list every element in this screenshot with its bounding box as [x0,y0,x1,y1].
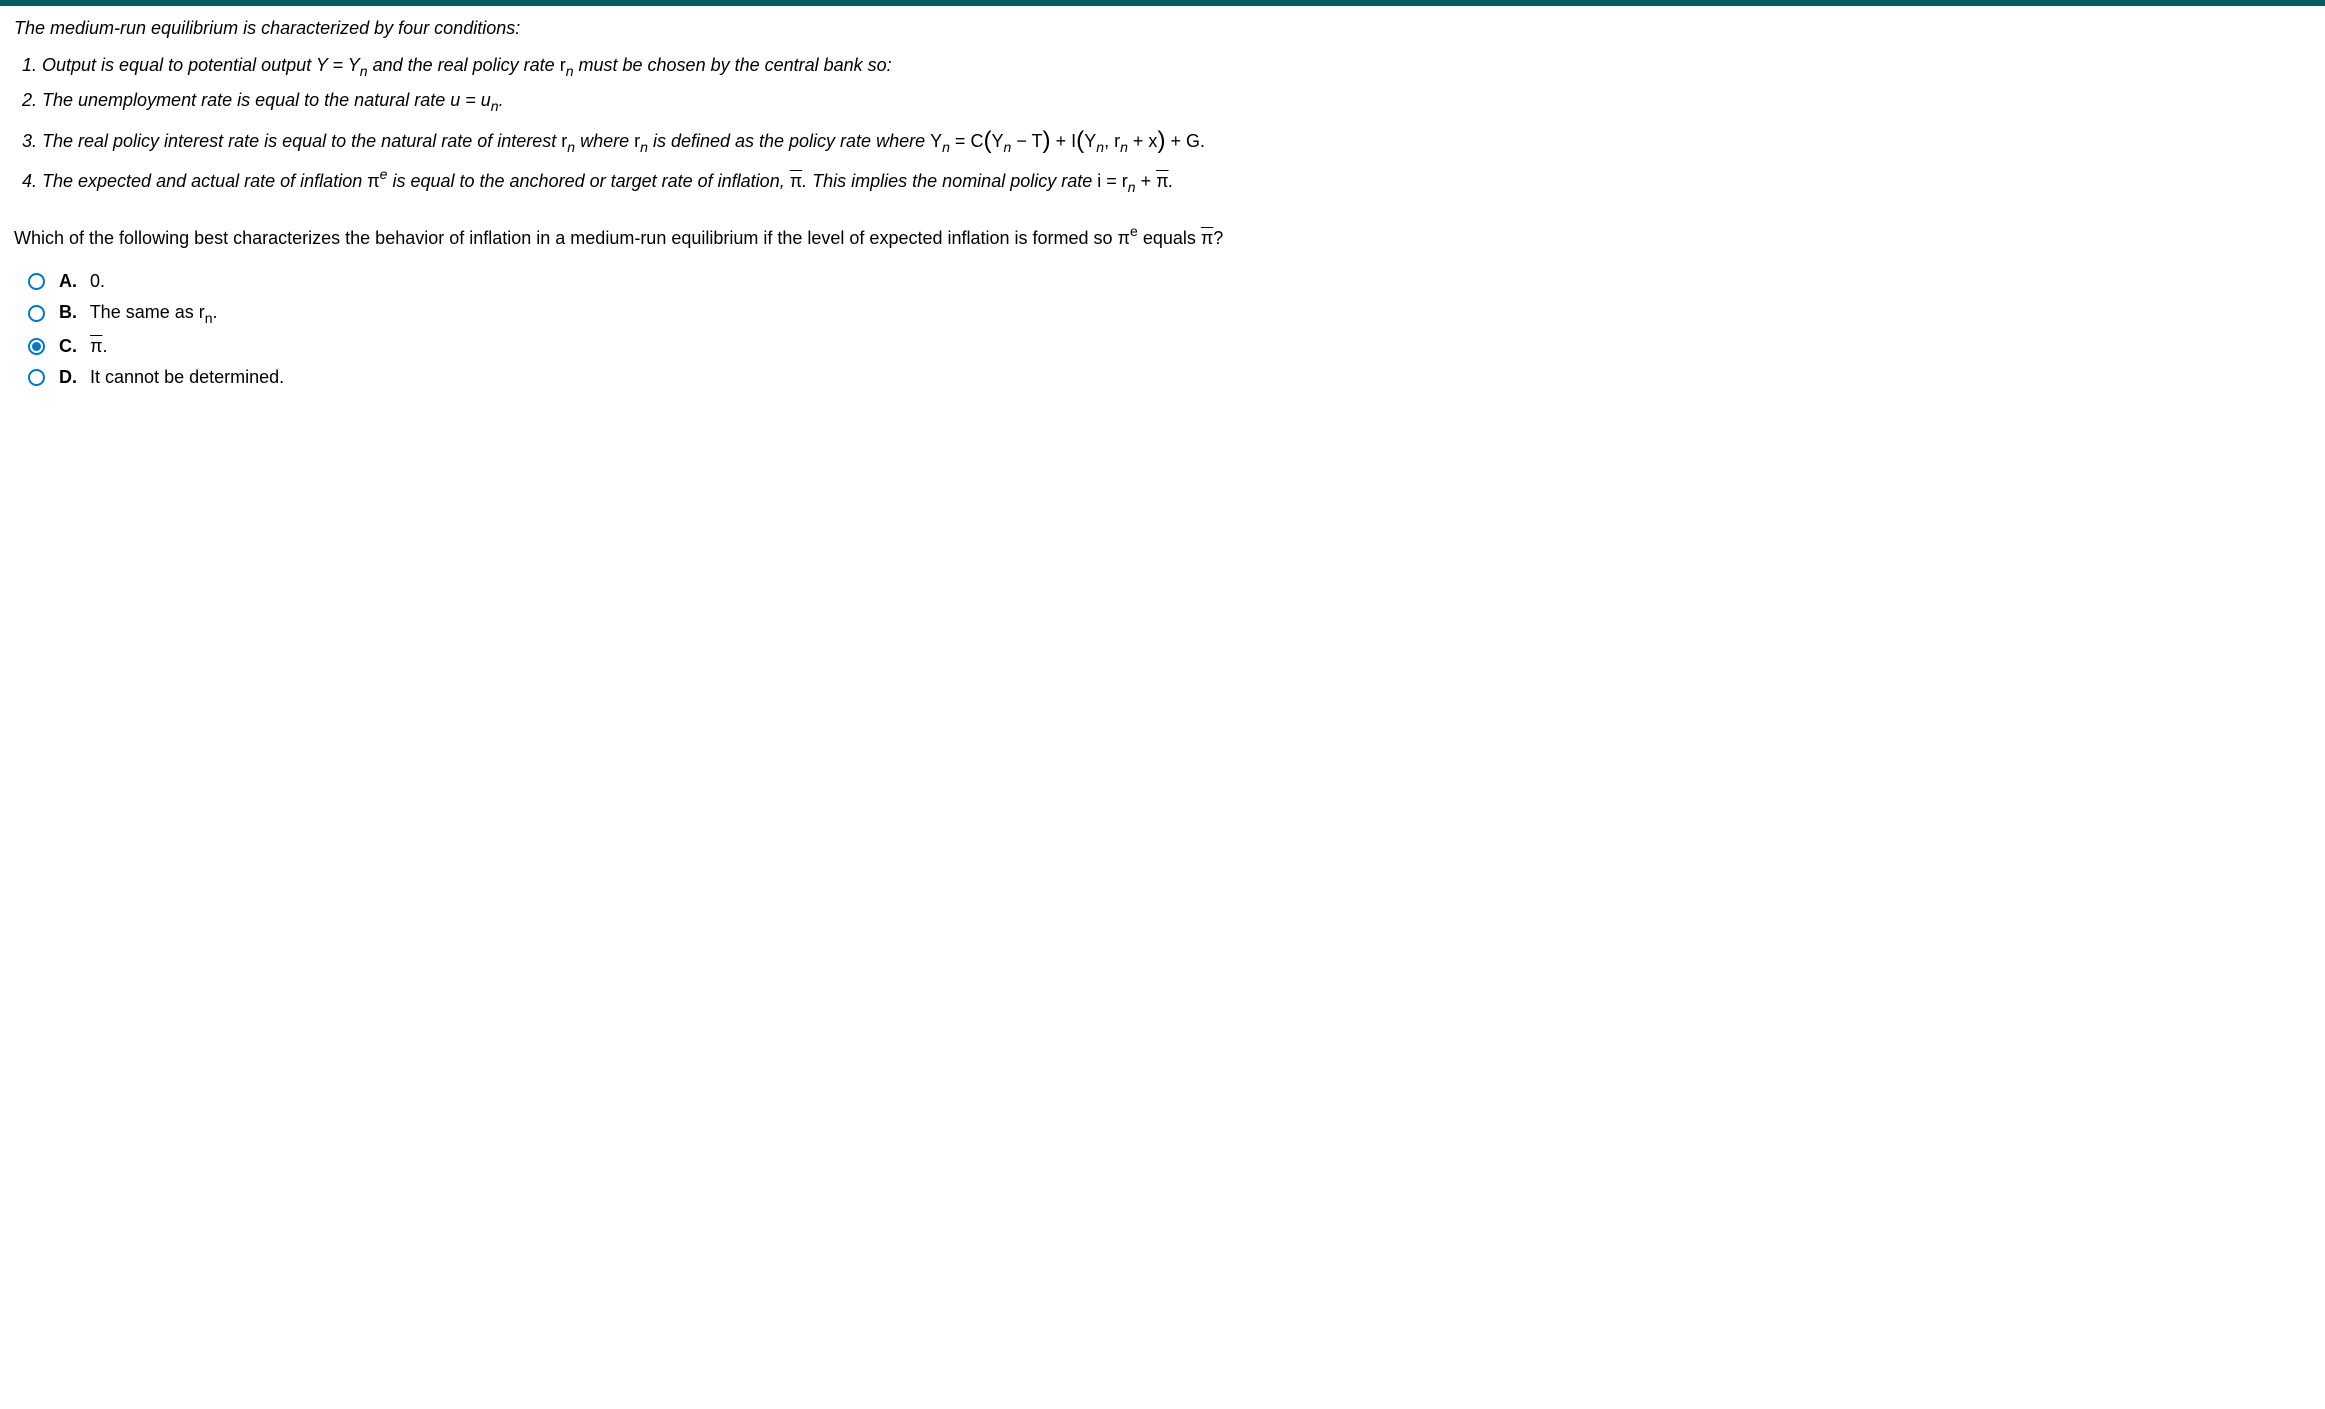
radio-c[interactable] [28,338,45,355]
question-a: Which of the following best characterize… [14,228,1118,248]
option-b[interactable]: B. The same as rn. [28,302,2311,326]
rparen: ) [1043,127,1051,154]
sub-n: n [640,139,648,155]
var-pibar: π [90,336,102,356]
cond4-text-c: . This implies the nominal policy rate [802,171,1097,191]
plusG: + G. [1166,131,1206,151]
period: . [499,90,504,110]
comma: , [1104,131,1114,151]
option-d-label: D. [59,367,77,387]
option-b-label: B. [59,302,77,322]
period: . [1169,171,1174,191]
cond4-text-b: is equal to the anchored or target rate … [387,171,789,191]
condition-1: Output is equal to potential output Y = … [42,51,2311,82]
var-r: r [560,55,566,75]
var-pibar: π [1156,171,1168,191]
intro-text: The medium-run equilibrium is characteri… [14,18,2311,39]
option-a[interactable]: A. 0. [28,271,2311,292]
minusT: − T [1011,131,1042,151]
sub-n: n [360,63,368,79]
condition-4: The expected and actual rate of inflatio… [42,164,2311,198]
conditions-list: Output is equal to potential output Y = … [14,51,2311,198]
cond1-text-a: Output is equal to potential output Y = … [42,55,360,75]
sub-n: n [567,139,575,155]
radio-b[interactable] [28,305,45,322]
question-text: Which of the following best characterize… [14,224,2311,249]
option-d[interactable]: D. It cannot be determined. [28,367,2311,388]
radio-a[interactable] [28,273,45,290]
sub-n: n [205,310,213,326]
var-pibar: π [1201,228,1213,248]
rparen: ) [1157,127,1165,154]
condition-3: The real policy interest rate is equal t… [42,121,2311,160]
lparen: ( [983,127,991,154]
sub-n: n [1004,139,1012,155]
sub-n: n [566,63,574,79]
cond2-text-a: The unemployment rate is equal to the na… [42,90,491,110]
sup-e: e [380,166,388,182]
option-c[interactable]: C. π. [28,336,2311,357]
sub-n: n [1096,139,1104,155]
sub-n: n [491,98,499,114]
answer-options: A. 0. B. The same as rn. C. π. D. It can… [14,271,2311,388]
plusx: + x [1128,131,1158,151]
condition-2: The unemployment rate is equal to the na… [42,86,2311,117]
var-Yn: Y [1084,131,1096,151]
i-eq: i = [1097,171,1122,191]
cond1-text-c: must be chosen by the central bank so: [574,55,892,75]
option-a-text: 0. [90,271,105,291]
var-r: r [199,302,205,322]
var-r: r [1122,171,1128,191]
radio-d[interactable] [28,369,45,386]
cond3-text-c: is defined as the policy rate where [648,131,930,151]
question-content: The medium-run equilibrium is characteri… [0,6,2325,388]
plus: + [1136,171,1157,191]
option-c-post: . [102,336,107,356]
option-d-text: It cannot be determined. [90,367,284,387]
lparen: ( [1076,127,1084,154]
var-pi: π [367,171,379,191]
sub-n: n [942,139,950,155]
option-b-post: . [213,302,218,322]
option-c-label: C. [59,336,77,356]
option-b-pre: The same as [90,302,199,322]
eq: = [950,131,971,151]
question-c: ? [1213,228,1223,248]
var-pi: π [1118,228,1130,248]
cond4-text-a: The expected and actual rate of inflatio… [42,171,367,191]
var-Yn: Y [930,131,942,151]
plus: + [1051,131,1072,151]
question-b: equals [1138,228,1201,248]
var-Yn: Y [992,131,1004,151]
sub-n: n [1128,179,1136,195]
cond1-text-b: and the real policy rate [368,55,560,75]
sub-n: n [1120,139,1128,155]
sup-e: e [1130,223,1138,239]
var-C: C [970,131,983,151]
cond3-text-a: The real policy interest rate is equal t… [42,131,561,151]
option-a-label: A. [59,271,77,291]
cond3-text-b: where [575,131,634,151]
var-pibar: π [790,171,802,191]
